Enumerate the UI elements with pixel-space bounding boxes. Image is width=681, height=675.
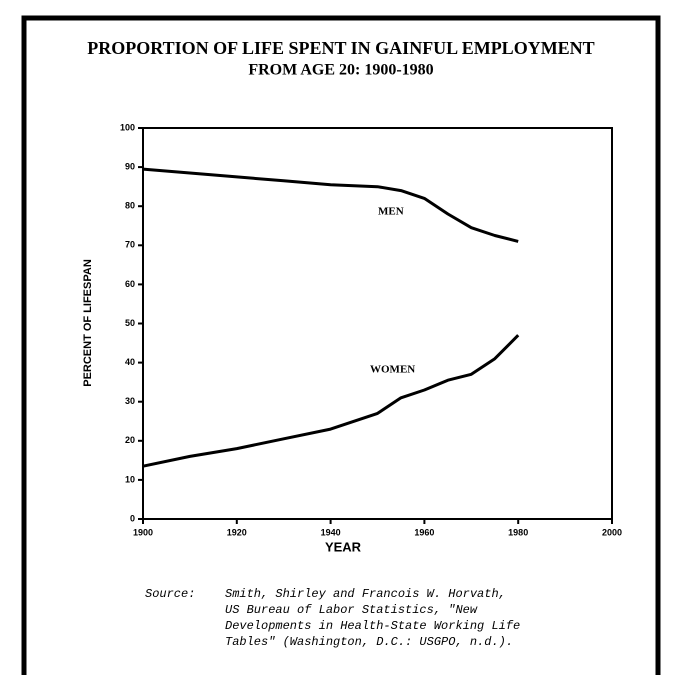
x-tick-label: 1980: [508, 527, 528, 537]
x-tick-label: 1900: [133, 527, 153, 537]
y-tick-label: 40: [125, 357, 135, 367]
y-tick-label: 10: [125, 474, 135, 484]
series-line: [142, 334, 520, 468]
series-line: [142, 167, 519, 243]
source-line: Tables" (Washington, D.C.: USGPO, n.d.).: [225, 635, 513, 649]
frame: [21, 15, 661, 675]
y-tick-label: 20: [125, 435, 135, 445]
y-tick-label: 90: [125, 161, 135, 171]
x-axis-label: YEAR: [325, 539, 362, 554]
y-tick-label: 60: [125, 279, 135, 289]
source-line: Smith, Shirley and Francois W. Horvath,: [225, 587, 506, 601]
y-tick-label: 80: [125, 201, 135, 211]
x-tick-label: 1920: [227, 527, 247, 537]
y-tick-label: 30: [125, 396, 135, 406]
x-tick-label: 1960: [414, 527, 434, 537]
source-line: Developments in Health-State Working Lif…: [225, 619, 520, 633]
series-label: MEN: [378, 206, 404, 218]
source-line: US Bureau of Labor Statistics, "New: [225, 603, 478, 617]
source-label: Source:: [145, 587, 195, 601]
x-tick-label: 2000: [602, 527, 622, 537]
y-tick-label: 50: [125, 318, 135, 328]
y-axis-label: PERCENT OF LIFESPAN: [82, 259, 94, 387]
y-tick-label: 0: [130, 513, 135, 523]
chart-subtitle: FROM AGE 20: 1900-1980: [248, 62, 433, 79]
y-tick-label: 100: [120, 122, 135, 132]
chart-title: PROPORTION OF LIFE SPENT IN GAINFUL EMPL…: [87, 38, 594, 58]
y-tick-label: 70: [125, 240, 135, 250]
x-tick-label: 1940: [321, 527, 341, 537]
series-label: WOMEN: [370, 364, 415, 376]
